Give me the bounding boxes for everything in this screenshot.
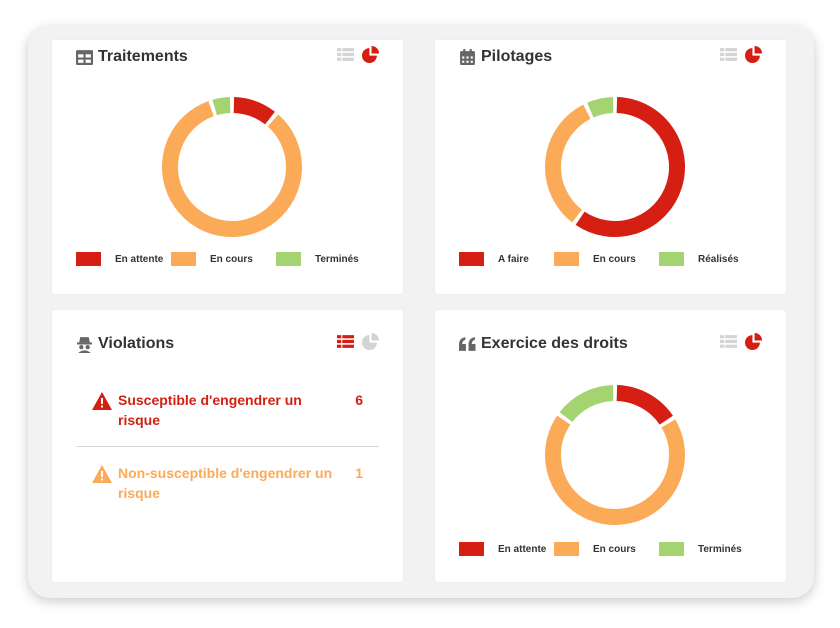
legend-swatch-orange [554,542,579,556]
donut-segment-en-attente[interactable] [616,385,673,425]
list-view-icon[interactable] [337,333,354,350]
droits-donut-chart [545,385,685,525]
donut-segment-en-attente[interactable] [233,97,275,125]
traitements-view-toggle [337,46,379,63]
droits-legend: En attente En cours Terminés [459,542,759,556]
legend-swatch-red [459,542,484,556]
legend-swatch-green [659,542,684,556]
violations-title-text: Violations [98,335,175,352]
droits-title-text: Exercice des droits [481,335,628,352]
pilotages-view-toggle [720,46,762,63]
pilotages-title-text: Pilotages [481,48,553,65]
droits-title: Exercice des droits [459,333,628,355]
traitements-legend: En attente En cours Terminés [76,252,376,266]
legend-label: Réalisés [698,253,739,265]
pilotages-card: Pilotages A faire En cours Réalisés [435,40,786,294]
legend-item: Réalisés [659,252,759,266]
legend-swatch-orange [171,252,196,266]
calendar-icon [460,48,475,65]
traitements-donut-chart [162,97,302,237]
list-view-icon[interactable] [337,46,354,63]
legend-label: A faire [498,253,529,265]
droits-card: Exercice des droits En attente En cours … [435,310,786,582]
pie-view-icon[interactable] [362,333,379,350]
donut-segment-r-alis-s[interactable] [587,97,614,118]
donut-segment-termin-s[interactable] [559,385,614,423]
donut-segment-en-cours[interactable] [545,104,591,223]
pilotages-donut-chart [545,97,685,237]
violation-count: 6 [355,392,363,408]
legend-item: En cours [171,252,271,266]
legend-swatch-red [76,252,101,266]
traitements-title-text: Traitements [98,48,188,65]
legend-item: En attente [76,252,166,266]
legend-swatch-red [459,252,484,266]
pie-view-icon[interactable] [745,333,762,350]
legend-item: Terminés [659,542,759,556]
legend-swatch-green [276,252,301,266]
violation-label: Susceptible d'engendrer un risque [118,392,302,428]
table-icon [76,49,93,65]
violations-card: Violations Susceptible d'engendrer un ri… [52,310,403,582]
traitements-title: Traitements [76,46,188,68]
legend-label: En cours [593,253,636,265]
donut-segment-en-cours[interactable] [545,415,685,525]
legend-label: En cours [593,543,636,555]
legend-label: En attente [498,543,547,555]
dashboard-frame: Traitements En attente En cours Terminés [28,26,814,598]
legend-item: En cours [554,542,654,556]
warning-icon [92,465,112,483]
quote-icon [459,336,476,351]
traitements-card: Traitements En attente En cours Terminés [52,40,403,294]
legend-item: En attente [459,542,549,556]
legend-item: Terminés [276,252,376,266]
pilotages-title: Pilotages [459,46,552,68]
donut-segment-termin-s[interactable] [212,97,231,116]
violation-count: 1 [355,465,363,481]
list-view-icon[interactable] [720,46,737,63]
legend-item: En cours [554,252,654,266]
violation-row-no-risk[interactable]: Non-susceptible d'engendrer un risque 1 [76,463,379,503]
legend-item: A faire [459,252,549,266]
pie-view-icon[interactable] [362,46,379,63]
legend-swatch-orange [554,252,579,266]
droits-view-toggle [720,333,762,350]
donut-segment-en-cours[interactable] [162,101,302,237]
legend-label: Terminés [698,543,742,555]
divider [76,446,379,447]
warning-icon [92,392,112,410]
pie-view-icon[interactable] [745,46,762,63]
list-view-icon[interactable] [720,333,737,350]
violation-label: Non-susceptible d'engendrer un risque [118,465,333,501]
pilotages-legend: A faire En cours Réalisés [459,252,759,266]
donut-segment-a-faire[interactable] [575,97,685,237]
legend-label: Terminés [315,253,359,265]
violations-view-toggle [337,333,379,350]
legend-label: En cours [210,253,253,265]
legend-swatch-green [659,252,684,266]
legend-label: En attente [115,253,164,265]
violations-title: Violations [76,333,174,355]
spy-icon [77,336,92,353]
violation-row-risk[interactable]: Susceptible d'engendrer un risque 6 [76,390,379,430]
